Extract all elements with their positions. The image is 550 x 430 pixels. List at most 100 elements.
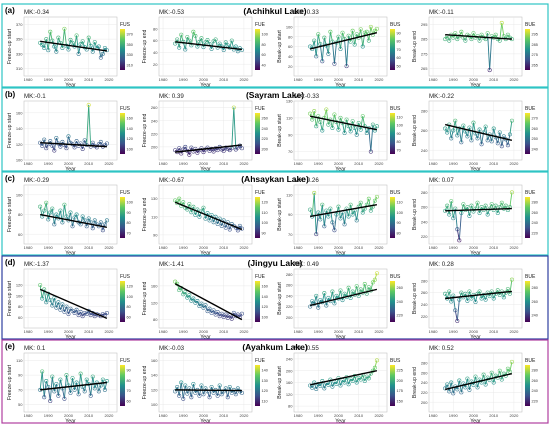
series-segment: [191, 298, 194, 301]
data-point: [44, 200, 49, 205]
series-segment: [63, 28, 67, 46]
series-segment: [239, 390, 243, 394]
x-tick-label: 2010: [219, 329, 229, 334]
data-point: [509, 359, 514, 364]
series-segment: [313, 40, 317, 57]
row-border: [1, 339, 549, 424]
series-segment: [233, 107, 237, 150]
x-tick-label: 2010: [219, 413, 229, 418]
row-border: [1, 171, 549, 256]
y-tick-label: 160: [151, 283, 158, 288]
data-point: [40, 143, 45, 148]
data-point: [88, 144, 93, 149]
data-point: [314, 124, 319, 129]
x-axis-title: Year: [335, 419, 346, 425]
y-axis-title: Freeze-up start: [7, 280, 13, 316]
series-segment: [352, 210, 356, 215]
data-point: [189, 210, 194, 215]
data-point: [505, 32, 510, 37]
series-segment: [489, 36, 493, 71]
data-point: [44, 37, 49, 42]
x-axis-title: Year: [65, 167, 76, 173]
colorbar-tick: 100: [127, 201, 133, 205]
x-tick-label: 2010: [354, 413, 364, 418]
data-point: [199, 36, 204, 41]
y-tick-label: 280: [421, 108, 428, 113]
data-point: [372, 277, 377, 282]
data-point: [471, 120, 476, 125]
trend-line: [40, 40, 107, 52]
colorbar-tick: 50: [397, 64, 401, 68]
series-segment: [336, 36, 339, 43]
data-point: [475, 136, 480, 141]
colorbar: [525, 281, 530, 322]
y-tick-label: 90: [288, 132, 293, 137]
data-point: [350, 28, 355, 33]
data-point: [181, 396, 186, 401]
series-segment: [317, 212, 321, 220]
x-tick-label: 2010: [84, 329, 94, 334]
x-tick-label: 2000: [334, 161, 344, 166]
series-segment: [317, 116, 321, 123]
series-segment: [342, 212, 345, 225]
data-point: [344, 117, 349, 122]
series-segment: [70, 308, 73, 312]
series-segment: [57, 37, 61, 43]
data-point: [493, 32, 498, 37]
data-point: [324, 303, 329, 308]
x-tick-label: 1980: [294, 413, 304, 418]
mk-statistic: MK:-0.29: [24, 177, 50, 184]
data-point: [92, 314, 97, 319]
data-point: [199, 383, 204, 388]
x-tick-label: 1980: [429, 77, 439, 82]
data-point: [88, 43, 93, 48]
data-point: [499, 200, 504, 205]
y-tick-label: 40: [153, 50, 158, 55]
x-tick-label: 2020: [239, 413, 249, 418]
series-segment: [446, 291, 450, 299]
subplot-fus: MK: 0.1 50 70 90 110 1980 1990 2000 2010 2020 Year…: [7, 345, 131, 425]
series-segment: [98, 385, 102, 392]
series-segment: [342, 32, 345, 40]
data-point: [229, 316, 234, 321]
data-point: [191, 29, 196, 34]
series-segment: [362, 374, 366, 382]
subplot-fus: MK:-1.37 60 80 100 120 1980 1990 2000 2010 2020 Ye…: [7, 261, 133, 341]
data-point: [509, 190, 514, 195]
y-tick-label: 80: [288, 34, 293, 39]
data-point: [189, 298, 194, 303]
data-point: [336, 34, 341, 39]
data-point: [195, 299, 200, 304]
data-point: [84, 377, 89, 382]
data-point: [62, 309, 67, 314]
data-point: [507, 132, 512, 137]
series-segment: [346, 119, 350, 127]
data-point: [100, 51, 105, 56]
data-point: [80, 214, 85, 219]
data-point: [42, 208, 47, 213]
data-point: [338, 115, 343, 120]
colorbar-label: BUS: [390, 274, 401, 280]
data-point: [215, 310, 220, 314]
data-point: [501, 34, 506, 39]
x-tick-label: 2000: [334, 413, 344, 418]
mk-statistic: MK:-0.03: [159, 345, 185, 352]
data-point: [46, 48, 51, 53]
y-tick-label: 130: [286, 99, 293, 104]
plot-area: [428, 16, 523, 77]
data-point: [366, 196, 371, 201]
data-point: [469, 37, 474, 42]
series-segment: [503, 292, 507, 298]
data-point: [473, 374, 478, 379]
data-point: [50, 38, 55, 43]
colorbar-tick: 280: [532, 201, 538, 205]
colorbar-tick: 90: [397, 132, 401, 136]
colorbar-tick: 80: [397, 140, 401, 144]
data-point: [78, 371, 83, 376]
data-point: [177, 393, 182, 398]
data-point: [362, 282, 367, 286]
series-segment: [100, 53, 104, 58]
x-tick-label: 2020: [239, 161, 249, 166]
data-point: [215, 148, 220, 153]
data-point: [185, 295, 190, 300]
